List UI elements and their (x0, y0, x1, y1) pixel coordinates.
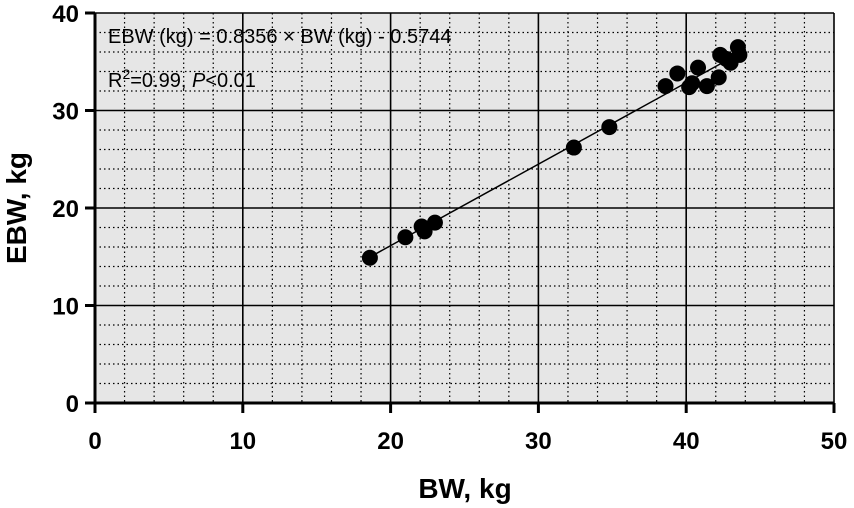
data-point (657, 78, 674, 95)
data-point (397, 229, 414, 246)
p-value: <0.01 (205, 70, 256, 92)
y-tick-label: 10 (52, 294, 79, 321)
x-tick-label: 20 (377, 428, 404, 455)
data-point (698, 78, 715, 95)
y-axis-title: EBW, kg (1, 152, 32, 264)
r2-value: =0.99, (130, 70, 192, 92)
major-grid (95, 12, 835, 403)
r2-annotation: R2=0.99, P<0.01 (108, 66, 256, 92)
x-tick-label: 10 (229, 428, 256, 455)
y-tick-label: 0 (66, 391, 79, 418)
data-point (684, 75, 701, 92)
x-axis-title: BW, kg (418, 473, 511, 504)
r2-prefix: R (108, 70, 122, 92)
equation-annotation: EBW (kg) = 0.8356 × BW (kg) - 0.5744 (108, 26, 451, 48)
data-point (426, 214, 443, 231)
data-point (361, 249, 378, 266)
data-points (361, 39, 748, 266)
y-tick-labels: 0 10 20 30 40 (52, 1, 79, 418)
data-point (731, 46, 748, 63)
y-tick-label: 40 (52, 1, 79, 28)
r2-superscript: 2 (122, 66, 130, 82)
x-tick-label: 50 (821, 428, 848, 455)
x-tick-label: 0 (88, 428, 101, 455)
y-tick-label: 30 (52, 99, 79, 126)
data-point (690, 59, 707, 76)
data-point (565, 139, 582, 156)
data-point (710, 69, 727, 86)
data-point (669, 65, 686, 82)
x-tick-label: 40 (673, 428, 700, 455)
x-tick-labels: 0 10 20 30 40 50 (88, 428, 847, 455)
axes (85, 11, 836, 413)
data-point (601, 119, 618, 136)
x-tick-label: 30 (525, 428, 552, 455)
y-tick-label: 20 (52, 196, 79, 223)
p-label: P (192, 70, 206, 92)
